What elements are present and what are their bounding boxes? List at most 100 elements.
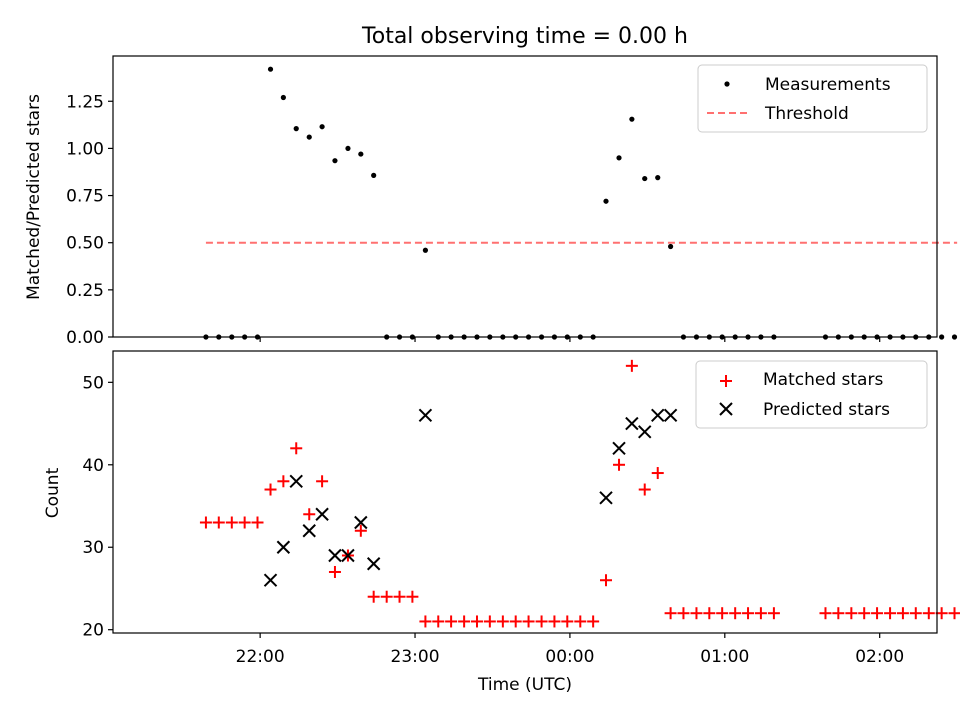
predicted-star-stroke-b bbox=[263, 573, 278, 587]
matched-star-point bbox=[419, 615, 432, 628]
predicted-star-point bbox=[663, 408, 678, 423]
matched-star-point bbox=[600, 574, 613, 587]
matched-star-point bbox=[432, 615, 445, 628]
measurement-point bbox=[267, 66, 274, 72]
matched-star-point bbox=[587, 615, 600, 628]
matched-star-point bbox=[729, 607, 742, 620]
predicted-star-point bbox=[354, 515, 368, 530]
matched-star-point bbox=[561, 615, 574, 628]
matched-star-point bbox=[303, 508, 316, 521]
matched-star-point bbox=[380, 590, 393, 603]
top-legend: Measurements Threshold bbox=[697, 64, 928, 133]
top-y-tick-label: 0.00 bbox=[66, 328, 104, 348]
measurement-point bbox=[939, 334, 945, 340]
bottom-y-axis-label: Count bbox=[43, 467, 63, 518]
top-y-tick-label: 0.25 bbox=[66, 281, 104, 301]
matched-star-point bbox=[884, 607, 897, 620]
predicted-star-stroke-b bbox=[328, 548, 342, 563]
predicted-star-point bbox=[302, 524, 316, 538]
predicted-star-stroke-b bbox=[341, 548, 355, 563]
top-y-axis-ticks: 0.00 0.25 0.50 0.75 1.00 1.25 bbox=[66, 92, 881, 348]
matched-star-point bbox=[406, 590, 419, 603]
matched-star-point bbox=[677, 607, 690, 620]
matched-star-point bbox=[664, 607, 677, 620]
legend-matched-marker bbox=[720, 375, 732, 387]
matched-star-point bbox=[638, 483, 651, 496]
matched-star-point bbox=[535, 615, 548, 628]
predicted-star-point bbox=[341, 548, 355, 563]
matched-star-point bbox=[651, 467, 664, 480]
predicted-star-point bbox=[625, 416, 639, 431]
bottom-x-tick-label: 01:00 bbox=[700, 647, 749, 667]
measurement-point bbox=[280, 94, 286, 101]
matched-star-point bbox=[845, 607, 858, 620]
top-y-tick-label: 1.00 bbox=[66, 139, 104, 159]
bottom-x-tick-label: 00:00 bbox=[545, 647, 594, 667]
matched-star-point bbox=[264, 483, 277, 496]
bottom-x-tick-label: 23:00 bbox=[391, 647, 440, 667]
matched-star-point bbox=[238, 516, 251, 529]
predicted-star-point bbox=[599, 491, 613, 505]
legend-measurements-label: Measurements bbox=[765, 75, 891, 95]
matched-star-point bbox=[483, 615, 496, 628]
bottom-y-tick-label: 20 bbox=[82, 621, 104, 641]
matched-star-point bbox=[225, 516, 238, 529]
measurement-point bbox=[293, 126, 299, 132]
measurement-point bbox=[358, 151, 364, 157]
top-y-tick-label: 0.75 bbox=[66, 187, 104, 207]
predicted-star-stroke-b bbox=[663, 408, 678, 423]
matched-star-point bbox=[871, 607, 884, 620]
predicted-star-stroke-b bbox=[276, 540, 291, 554]
measurement-point bbox=[422, 247, 429, 253]
measurement-point bbox=[616, 155, 622, 161]
matched-star-point bbox=[277, 475, 290, 488]
predicted-star-point bbox=[638, 425, 652, 439]
matched-star-point bbox=[496, 615, 509, 628]
bottom-axis-ticks: 20 30 40 50 22:00 23:00 00:00 01:00 02:00 bbox=[82, 373, 904, 667]
bottom-axes-frame bbox=[112, 350, 938, 634]
matched-star-point bbox=[328, 565, 341, 578]
matched-star-point bbox=[367, 590, 380, 603]
bottom-x-tick-label: 22:00 bbox=[236, 647, 285, 667]
bottom-legend: Matched stars Predicted stars bbox=[695, 360, 928, 429]
measurement-point bbox=[667, 243, 674, 250]
matched-star-point bbox=[445, 615, 458, 628]
matched-star-point bbox=[896, 607, 909, 620]
predicted-star-stroke-b bbox=[612, 441, 626, 456]
top-axes-frame bbox=[112, 55, 938, 338]
legend-matched-label: Matched stars bbox=[763, 370, 883, 390]
bottom-series-layer bbox=[199, 359, 960, 628]
matched-star-point bbox=[909, 607, 922, 620]
predicted-star-stroke-b bbox=[638, 425, 652, 439]
measurement-point bbox=[371, 172, 377, 178]
matched-star-point bbox=[458, 615, 471, 628]
matched-star-point bbox=[716, 607, 729, 620]
matched-star-point bbox=[858, 607, 871, 620]
measurement-point bbox=[642, 175, 648, 182]
measurement-point bbox=[951, 334, 958, 340]
measurement-point bbox=[332, 158, 338, 164]
matched-star-point bbox=[948, 607, 960, 620]
matched-star-point bbox=[574, 615, 587, 628]
matched-star-point bbox=[754, 607, 767, 620]
predicted-star-stroke-b bbox=[354, 515, 368, 530]
predicted-star-point bbox=[276, 540, 291, 554]
predicted-star-stroke-b bbox=[418, 408, 433, 423]
top-y-tick-label: 1.25 bbox=[66, 92, 104, 112]
matched-star-point bbox=[212, 516, 225, 529]
predicted-star-stroke-b bbox=[366, 557, 381, 571]
predicted-star-stroke-b bbox=[302, 524, 316, 538]
legend-threshold-label: Threshold bbox=[764, 104, 849, 124]
matched-star-point bbox=[767, 607, 780, 620]
predicted-star-stroke-b bbox=[315, 507, 329, 521]
bottom-y-tick-label: 40 bbox=[82, 456, 104, 476]
matched-star-point bbox=[832, 607, 845, 620]
matched-star-point bbox=[290, 442, 303, 455]
bottom-x-tick-label: 02:00 bbox=[855, 647, 904, 667]
matched-star-point bbox=[199, 516, 212, 529]
predicted-star-point bbox=[263, 573, 278, 587]
matched-star-point bbox=[935, 607, 948, 620]
predicted-star-stroke-b bbox=[651, 408, 665, 423]
